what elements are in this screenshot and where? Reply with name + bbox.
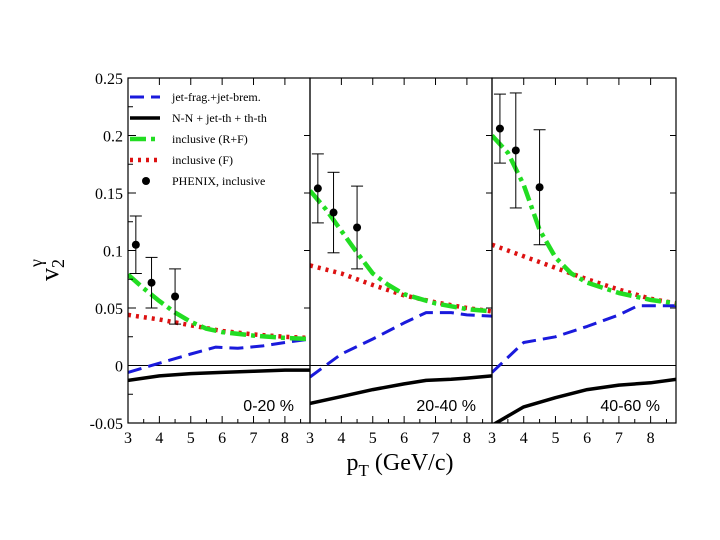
panel-label: 20-40 % — [416, 398, 476, 415]
x-tick-label: 3 — [306, 430, 314, 447]
phenix-point — [511, 146, 520, 155]
phenix-point — [147, 278, 156, 287]
panel-label: 40-60 % — [600, 398, 660, 415]
ticks-layer: 3 4 5 6 7 8 3 4 5 6 7 8 3 4 5 6 7 8-0.0500.050.10.150.20.… — [90, 71, 676, 447]
series-jet — [492, 304, 676, 374]
y-tick-label: 0.05 — [95, 301, 123, 318]
panel-series — [310, 153, 492, 406]
x-axis-label-unit: (GeV/c) — [375, 450, 454, 476]
legend-item-nn: N-N + jet-th + th-th — [130, 111, 267, 125]
y-tick-label: -0.05 — [90, 416, 123, 433]
legend-marker — [142, 177, 150, 185]
x-axis-label-main: p — [346, 450, 358, 476]
legend-item-f: inclusive (F) — [130, 153, 233, 167]
panel-label: 0-20 % — [243, 398, 294, 415]
panel-series — [128, 215, 310, 383]
x-axis-label: pT (GeV/c) — [346, 450, 453, 480]
y-tick-label: 0.1 — [103, 244, 123, 261]
phenix-point — [495, 124, 504, 133]
panel-1: 0-20 % — [127, 77, 311, 424]
x-tick-label: 8 — [281, 430, 289, 447]
series-f — [128, 312, 310, 341]
series-f — [492, 242, 676, 306]
legend-item-phenix: PHENIX, inclusive — [142, 174, 265, 188]
legend-item-rf: inclusive (R+F) — [130, 132, 248, 146]
legend-label: inclusive (F) — [172, 153, 233, 167]
phenix-point — [535, 183, 544, 192]
x-tick-label: 7 — [432, 430, 440, 447]
x-axis-label-sub: T — [358, 461, 369, 480]
panel-series — [492, 92, 676, 423]
y-axis-label-sub: 2 — [48, 259, 68, 268]
x-tick-label: 3 — [124, 430, 132, 447]
x-tick-label: 4 — [520, 430, 528, 447]
phenix-point — [171, 292, 180, 301]
panel-frame — [309, 77, 493, 424]
phenix-point — [353, 223, 362, 232]
y-tick-label: 0.2 — [103, 129, 123, 146]
y-axis-label-main: v — [35, 268, 64, 281]
x-tick-label: 8 — [463, 430, 471, 447]
x-tick-label: 6 — [583, 430, 591, 447]
legend-label: inclusive (R+F) — [172, 132, 248, 146]
series-nn — [128, 368, 310, 383]
x-tick-label: 5 — [187, 430, 195, 447]
x-tick-label: 4 — [337, 430, 345, 447]
x-tick-label: 7 — [250, 430, 258, 447]
y-tick-label: 0.15 — [95, 186, 123, 203]
x-tick-label: 6 — [400, 430, 408, 447]
x-tick-label: 7 — [615, 430, 623, 447]
y-axis-label-sup: γ — [26, 259, 46, 268]
x-tick-label: 4 — [155, 430, 163, 447]
x-tick-label: 6 — [218, 430, 226, 447]
panel-frame — [491, 77, 677, 424]
legend-item-jet: jet-frag.+jet-brem. — [130, 90, 261, 104]
phenix-point — [329, 208, 338, 217]
x-tick-label: 3 — [488, 430, 496, 447]
phenix-point — [313, 184, 322, 193]
y-axis-label: v2γ — [26, 259, 68, 281]
series-f — [310, 263, 492, 314]
legend-label: N-N + jet-th + th-th — [172, 111, 267, 125]
series-rf — [310, 189, 492, 314]
legend-label: jet-frag.+jet-brem. — [171, 90, 261, 104]
legend: jet-frag.+jet-brem. N-N + jet-th + th-th i… — [130, 90, 267, 188]
legend-label: PHENIX, inclusive — [172, 174, 265, 188]
x-tick-label: 8 — [647, 430, 655, 447]
phenix-point — [131, 240, 140, 249]
x-tick-label: 5 — [369, 430, 377, 447]
y-tick-label: 0 — [115, 359, 123, 376]
series-rf — [128, 272, 310, 342]
series-jet — [128, 337, 310, 374]
panel-3: 40-60 % — [491, 77, 677, 424]
series-nn — [310, 374, 492, 406]
series-jet — [310, 311, 492, 379]
panel-2: 20-40 % — [309, 77, 493, 424]
x-tick-label: 5 — [551, 430, 559, 447]
y-tick-label: 0.25 — [95, 71, 123, 88]
series-nn — [492, 377, 676, 423]
panels-layer: 0-20 % 20-40 % 40-60 % — [127, 77, 677, 424]
